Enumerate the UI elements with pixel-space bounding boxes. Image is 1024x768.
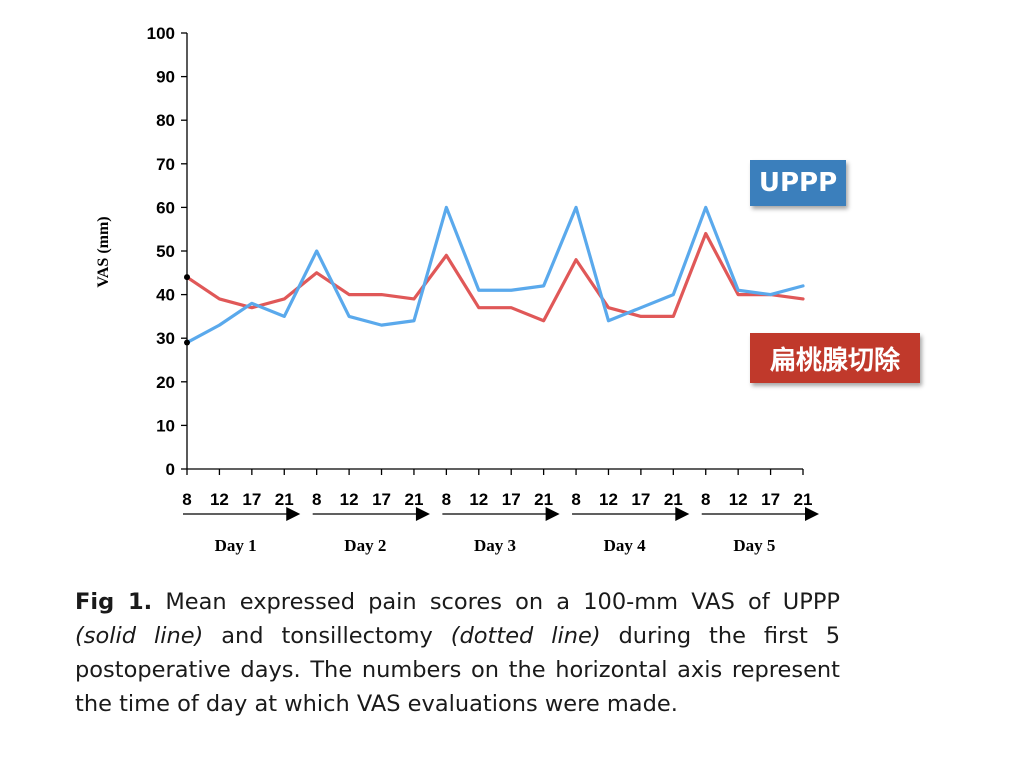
y-tick-label: 100 — [147, 24, 175, 43]
start-marker — [184, 339, 190, 346]
y-tick-label: 80 — [156, 111, 175, 130]
y-tick-label: 10 — [156, 416, 175, 435]
x-tick-label: 17 — [761, 490, 780, 509]
caption-text-3: during the first 5 postoperative days. T… — [75, 623, 841, 717]
caption-text-2: and tonsillectomy — [203, 623, 451, 649]
x-tick-label: 17 — [372, 490, 391, 509]
x-tick-label: 8 — [312, 490, 321, 509]
caption-label: Fig 1. — [75, 589, 153, 615]
y-axis-label: VAS (mm) — [95, 216, 112, 287]
y-axis-ticks: 0 10 20 30 40 50 60 70 80 90 100 — [147, 24, 187, 479]
series-line-tonsillectomy — [185, 231, 805, 323]
y-tick-label: 60 — [156, 198, 175, 217]
x-tick-label: 21 — [794, 490, 813, 509]
arrow-head-icon — [805, 507, 819, 521]
y-tick-label: 50 — [156, 242, 175, 261]
x-tick-label: 21 — [664, 490, 683, 509]
caption-text-1: Mean expressed pain scores on a 100-mm V… — [152, 589, 840, 615]
day-label: Day 1 — [215, 536, 257, 555]
x-tick-label: 17 — [631, 490, 650, 509]
x-tick-label: 21 — [534, 490, 553, 509]
y-tick-label: 20 — [156, 373, 175, 392]
x-tick-label: 21 — [404, 490, 423, 509]
x-tick-label: 21 — [275, 490, 294, 509]
chart-series — [184, 205, 805, 346]
x-tick-label: 12 — [729, 490, 748, 509]
day-label: Day 5 — [733, 536, 775, 555]
arrow-head-icon — [675, 507, 690, 521]
x-tick-label: 17 — [502, 490, 521, 509]
day-axis: Day 1 Day 2 Day 3 Day 4 Day 5 — [183, 507, 819, 555]
chart-axes — [186, 33, 803, 470]
x-tick-label: 8 — [182, 490, 191, 509]
x-tick-label: 17 — [242, 490, 261, 509]
y-tick-label: 30 — [156, 329, 175, 348]
y-tick-label: 70 — [156, 155, 175, 174]
x-tick-label: 8 — [571, 490, 580, 509]
day-label: Day 4 — [604, 536, 647, 555]
legend-uppp: UPPP — [750, 160, 846, 206]
x-tick-label: 8 — [442, 490, 451, 509]
line-chart: 0 10 20 30 40 50 60 70 80 90 100 8 12 17 21 8 12 17 21 8 12… — [95, 24, 819, 555]
arrow-head-icon — [545, 507, 560, 521]
x-tick-label: 12 — [599, 490, 618, 509]
y-tick-label: 40 — [156, 286, 175, 305]
x-tick-label: 12 — [469, 490, 488, 509]
caption-italic-2: (dotted line) — [450, 623, 601, 649]
arrow-head-icon — [415, 507, 430, 521]
x-axis-ticks: 8 12 17 21 8 12 17 21 8 12 17 21 8 12 17 21 8 12 17 21 — [182, 469, 812, 509]
day-label: Day 2 — [344, 536, 386, 555]
arrow-head-icon — [286, 507, 301, 521]
caption-italic-1: (solid line) — [75, 623, 204, 649]
legend-tonsillectomy: 扁桃腺切除 — [750, 333, 920, 383]
day-label: Day 3 — [474, 536, 516, 555]
series-line-uppp — [185, 205, 805, 345]
x-tick-label: 12 — [340, 490, 359, 509]
x-tick-label: 8 — [701, 490, 710, 509]
y-tick-label: 0 — [166, 460, 175, 479]
figure-caption: Fig 1. Mean expressed pain scores on a 1… — [75, 585, 840, 721]
start-marker — [184, 274, 190, 281]
y-tick-label: 90 — [156, 68, 175, 87]
x-tick-label: 12 — [210, 490, 229, 509]
